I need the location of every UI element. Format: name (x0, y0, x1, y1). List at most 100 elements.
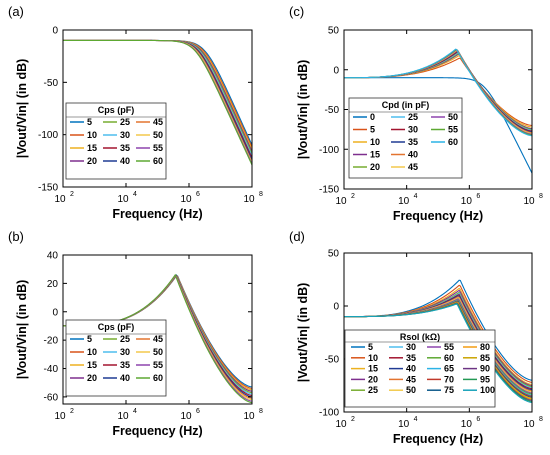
x-tick-exponent: 6 (476, 416, 480, 423)
x-tick-exponent: 8 (259, 408, 263, 415)
x-tick-exponent: 2 (70, 408, 74, 415)
x-tick-label: 10 (117, 411, 129, 422)
legend-entry: 5 (87, 117, 92, 127)
x-tick-exponent: 6 (476, 193, 480, 200)
legend-entry: 55 (448, 125, 458, 135)
series-group (344, 48, 532, 174)
legend-entry: 15 (87, 143, 97, 153)
legend-entry: 80 (480, 342, 490, 352)
legend-entry: 10 (368, 353, 378, 363)
legend-entry: 35 (408, 137, 418, 147)
y-tick-label: -150 (38, 183, 58, 194)
legend-entry: 40 (120, 373, 130, 383)
legend-entry: 60 (153, 373, 163, 383)
plot-frame (62, 29, 253, 188)
y-tick-label: 20 (47, 279, 59, 290)
y-tick-label: -50 (44, 78, 59, 89)
legend-entry: 30 (120, 130, 130, 140)
y-tick-label: -100 (319, 145, 339, 156)
x-tick-label: 10 (54, 194, 66, 205)
legend-entry: 40 (120, 156, 130, 166)
legend-entry: 15 (87, 360, 97, 370)
x-tick-label: 10 (523, 419, 535, 430)
y-axis-label: |Vout/Vin| (in dB) (296, 283, 310, 383)
legend-entry: 20 (87, 373, 97, 383)
x-tick-exponent: 6 (196, 191, 200, 198)
legend-entry: 5 (368, 342, 373, 352)
legend-entry: 40 (408, 150, 418, 160)
x-tick-label: 10 (523, 196, 535, 207)
x-tick-exponent: 8 (539, 193, 543, 200)
y-tick-label: -50 (325, 105, 340, 116)
legend-entry: 15 (370, 150, 380, 160)
panel-label: (b) (8, 229, 24, 244)
x-tick-label: 10 (398, 196, 410, 207)
legend-entry: 20 (87, 156, 97, 166)
y-tick-label: 0 (52, 26, 58, 37)
legend-entry: 5 (370, 125, 375, 135)
legend-entry: 35 (406, 353, 416, 363)
x-tick-label: 10 (243, 411, 255, 422)
legend-entry: 20 (370, 162, 380, 172)
x-tick-exponent: 2 (70, 191, 74, 198)
y-axis-label: |Vout/Vin| (in dB) (296, 60, 310, 160)
legend: Cps (pF) 5 10 15 20 25 30 35 40 45 50 55 60 (65, 319, 167, 397)
legend-entry: 50 (153, 347, 163, 357)
legend-entry: 55 (153, 143, 163, 153)
x-tick-exponent: 8 (259, 191, 263, 198)
legend: Cpd (in pF) 0 5 10 15 20 25 30 35 40 45 50 55 60 (348, 97, 463, 179)
series-line-60 (63, 39, 252, 166)
y-tick-label: 0 (333, 302, 339, 313)
y-tick-label: 40 (47, 251, 59, 262)
y-tick-label: -40 (44, 364, 59, 375)
x-tick-label: 10 (335, 196, 347, 207)
legend-entry: 10 (87, 130, 97, 140)
legend-entry: 25 (368, 385, 378, 395)
y-axis-label: |Vout/Vin| (in dB) (15, 280, 29, 380)
legend-entry: 50 (448, 112, 458, 122)
panel-label: (d) (289, 229, 305, 244)
legend-box (65, 102, 167, 180)
legend-box (348, 97, 463, 179)
legend-entry: 65 (444, 364, 454, 374)
x-tick-label: 10 (180, 411, 192, 422)
chart-panel-1: 10 2 10 4 10 6 10 8 -150 -100 -50 0 Frequency (Hz) |V… (8, 4, 263, 221)
legend-entry: 50 (153, 130, 163, 140)
series-group (344, 279, 532, 404)
series-line-60 (344, 48, 532, 137)
legend-entry: 100 (480, 385, 495, 395)
x-tick-exponent: 6 (196, 408, 200, 415)
legend-entry: 5 (87, 334, 92, 344)
x-tick-label: 10 (461, 196, 473, 207)
legend-title: Rsol (kΩ) (400, 332, 440, 342)
legend-entry: 45 (406, 374, 416, 384)
x-tick-exponent: 4 (414, 416, 418, 423)
legend-entry: 60 (448, 137, 458, 147)
legend-entry: 30 (406, 342, 416, 352)
legend-entry: 90 (480, 364, 490, 374)
legend-entry: 25 (120, 334, 130, 344)
legend: Cps (pF) 5 10 15 20 25 30 35 40 45 50 55 60 (65, 102, 167, 180)
legend-entry: 55 (153, 360, 163, 370)
legend-entry: 35 (120, 143, 130, 153)
legend-entry: 0 (370, 112, 375, 122)
chart-panel-2: 10 2 10 4 10 6 10 8 -60 -40 -20 0 20 40 Frequency (Hz)… (8, 229, 263, 438)
y-tick-label: 0 (52, 307, 58, 318)
legend-entry: 10 (87, 347, 97, 357)
x-tick-exponent: 2 (351, 193, 355, 200)
y-tick-label: 50 (328, 26, 340, 37)
y-tick-label: -100 (319, 408, 339, 419)
y-axis-label: |Vout/Vin| (in dB) (15, 59, 29, 159)
y-tick-label: 50 (328, 249, 340, 260)
legend-entry: 60 (444, 353, 454, 363)
y-tick-label: 0 (333, 65, 339, 76)
x-tick-label: 10 (398, 419, 410, 430)
legend-entry: 45 (153, 117, 163, 127)
x-axis-label: Frequency (Hz) (393, 432, 483, 446)
panel-label: (c) (289, 4, 304, 19)
x-tick-label: 10 (243, 194, 255, 205)
y-tick-label: -100 (38, 130, 58, 141)
x-tick-exponent: 8 (539, 416, 543, 423)
